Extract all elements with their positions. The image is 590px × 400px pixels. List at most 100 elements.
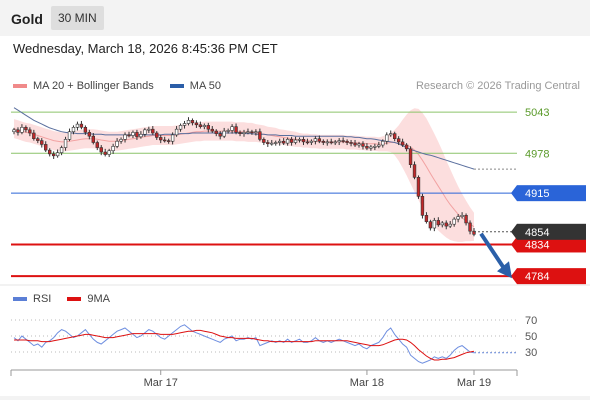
candle-body	[159, 137, 163, 141]
candle-body	[20, 127, 24, 133]
candle-body	[178, 125, 183, 130]
level-box-4834	[517, 236, 586, 253]
candle-body	[285, 139, 290, 144]
candle-body	[79, 123, 84, 128]
candle-body	[278, 140, 282, 143]
bottom-border	[0, 396, 590, 400]
candle-body	[166, 140, 171, 142]
candle-body	[226, 130, 230, 132]
candle-body	[24, 127, 28, 131]
candle-body	[341, 140, 345, 142]
level-label-4915: 4915	[525, 188, 549, 200]
candle-body	[448, 223, 452, 227]
candle-body	[174, 128, 179, 136]
candle-body	[99, 147, 103, 153]
candle-body	[186, 120, 191, 124]
level-box-4784	[517, 268, 586, 285]
legend-label-ma20: MA 20 + Bollinger Bands	[33, 80, 154, 92]
candle-body	[468, 222, 472, 232]
candle-body	[163, 139, 167, 142]
candle-body	[408, 148, 413, 165]
candle-body	[206, 125, 210, 130]
candle-body	[385, 134, 389, 142]
candle-body	[416, 177, 421, 197]
candle-body	[131, 132, 135, 136]
candle-body	[293, 139, 298, 143]
candle-body	[274, 142, 278, 144]
candle-body	[452, 218, 456, 225]
candle-body	[369, 146, 373, 149]
candle-body	[472, 230, 476, 235]
candle-body	[238, 132, 242, 134]
legend-swatch-ma50	[169, 84, 184, 88]
candle-body	[51, 153, 56, 157]
candle-body	[87, 132, 92, 137]
candle-body	[139, 133, 143, 138]
candle-body	[393, 133, 397, 139]
candle-body	[190, 120, 195, 124]
candle-body	[28, 129, 32, 134]
legend-item-9ma: 9MA	[67, 293, 110, 305]
rsi-tick-70: 70	[525, 315, 537, 327]
candle-body	[40, 140, 44, 145]
candle-body	[115, 140, 119, 147]
candle-body	[270, 142, 274, 145]
rsi-legend: RSI 9MA	[13, 293, 110, 305]
candle-body	[305, 141, 310, 144]
rsi-tick-30: 30	[525, 347, 537, 359]
legend-label-rsi: RSI	[33, 293, 52, 305]
legend-label-9ma: 9MA	[87, 293, 110, 305]
candle-body	[63, 139, 68, 148]
candle-body	[428, 221, 433, 229]
legend-item-ma50: MA 50	[169, 80, 221, 92]
candle-body	[151, 128, 155, 134]
candle-body	[36, 138, 40, 141]
candle-body	[16, 129, 20, 133]
candle-body	[119, 139, 123, 142]
candle-body	[420, 196, 425, 216]
candle-body	[301, 139, 306, 143]
candle-body	[325, 141, 329, 144]
candle-body	[250, 131, 254, 134]
level-pointer-4834	[511, 236, 517, 253]
candle-body	[321, 140, 325, 143]
candle-body	[210, 128, 214, 132]
candle-body	[246, 131, 250, 134]
title-bar: Gold 30 MIN	[0, 0, 590, 36]
candle-body	[329, 141, 333, 144]
candle-body	[32, 132, 36, 139]
candle-body	[262, 139, 266, 143]
candle-body	[361, 143, 365, 147]
candle-body	[182, 123, 187, 126]
candle-body	[353, 142, 357, 146]
candle-body	[234, 126, 238, 133]
candle-body	[412, 164, 417, 178]
legend-item-rsi: RSI	[13, 293, 51, 305]
candle-body	[155, 132, 159, 138]
level-pointer-4784	[511, 268, 517, 285]
candle-body	[198, 124, 203, 127]
candle-body	[396, 138, 401, 143]
candle-body	[289, 139, 294, 143]
candle-body	[389, 133, 393, 136]
candle-body	[424, 215, 429, 222]
candle-body	[317, 138, 322, 142]
candle-body	[48, 149, 52, 155]
x-tick-label: Mar 19	[457, 377, 491, 389]
candle-body	[258, 131, 262, 140]
last-price-pointer	[511, 223, 517, 240]
timeframe-badge[interactable]: 30 MIN	[51, 6, 104, 30]
level-label-4784: 4784	[525, 271, 549, 283]
candle-body	[83, 127, 88, 133]
candle-body	[436, 220, 440, 226]
rsi-ma9-line	[14, 329, 475, 361]
candle-body	[107, 150, 111, 155]
candle-body	[377, 144, 381, 147]
candle-body	[214, 130, 218, 134]
last-price-box	[517, 223, 586, 240]
candle-body	[373, 146, 377, 148]
candle-body	[440, 222, 444, 226]
candle-body	[59, 147, 64, 153]
